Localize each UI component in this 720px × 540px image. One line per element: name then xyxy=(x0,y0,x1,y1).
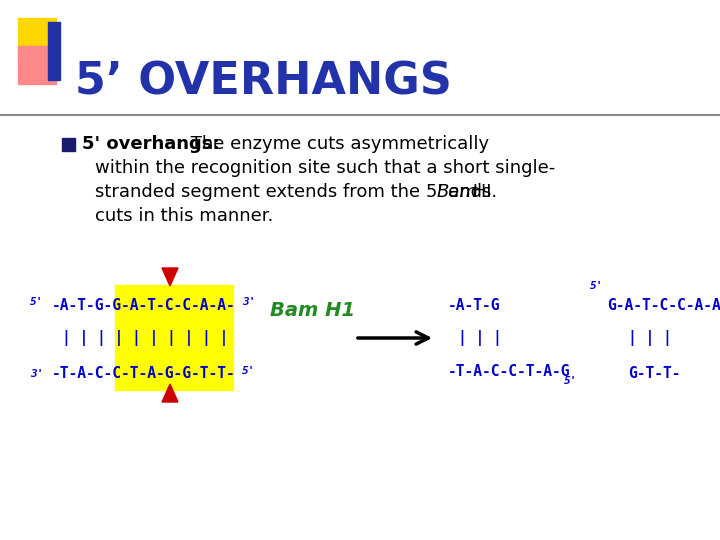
Polygon shape xyxy=(162,268,178,286)
Text: The enzyme cuts asymmetrically: The enzyme cuts asymmetrically xyxy=(185,135,489,153)
Text: 5': 5' xyxy=(30,297,43,307)
Text: -T-A-C-C-T-A-G-G-T-T-: -T-A-C-C-T-A-G-G-T-T- xyxy=(52,367,235,381)
Text: -A-T-G-G-A-T-C-C-A-A-: -A-T-G-G-A-T-C-C-A-A- xyxy=(52,298,235,313)
Bar xyxy=(115,285,233,390)
Text: 5': 5' xyxy=(242,366,256,376)
Text: | | |: | | | xyxy=(628,330,672,346)
Text: G-T-T-: G-T-T- xyxy=(628,367,680,381)
Text: -A-T-G: -A-T-G xyxy=(448,298,500,313)
Text: 5': 5' xyxy=(564,376,577,386)
Bar xyxy=(62,138,75,151)
Text: stranded segment extends from the 5' ends.: stranded segment extends from the 5' end… xyxy=(95,183,503,201)
Bar xyxy=(48,22,60,80)
Text: 5' overhangs:: 5' overhangs: xyxy=(82,135,220,153)
Text: cuts in this manner.: cuts in this manner. xyxy=(95,207,274,225)
Text: HI: HI xyxy=(467,183,492,201)
Text: | | | | | | | | | |: | | | | | | | | | | xyxy=(62,330,228,346)
Bar xyxy=(18,46,56,84)
Text: Bam: Bam xyxy=(437,183,478,201)
Text: Bam H1: Bam H1 xyxy=(270,300,355,320)
Text: 5’ OVERHANGS: 5’ OVERHANGS xyxy=(75,60,452,104)
Bar xyxy=(18,18,56,56)
Text: 3': 3' xyxy=(242,297,256,307)
Text: within the recognition site such that a short single-: within the recognition site such that a … xyxy=(95,159,555,177)
Polygon shape xyxy=(162,384,178,402)
Text: 5': 5' xyxy=(590,281,603,291)
Text: G-A-T-C-C-A-A-: G-A-T-C-C-A-A- xyxy=(607,298,720,313)
Text: 3': 3' xyxy=(30,369,43,379)
Text: -T-A-C-C-T-A-G: -T-A-C-C-T-A-G xyxy=(448,363,570,379)
Text: | | |: | | | xyxy=(458,330,502,346)
